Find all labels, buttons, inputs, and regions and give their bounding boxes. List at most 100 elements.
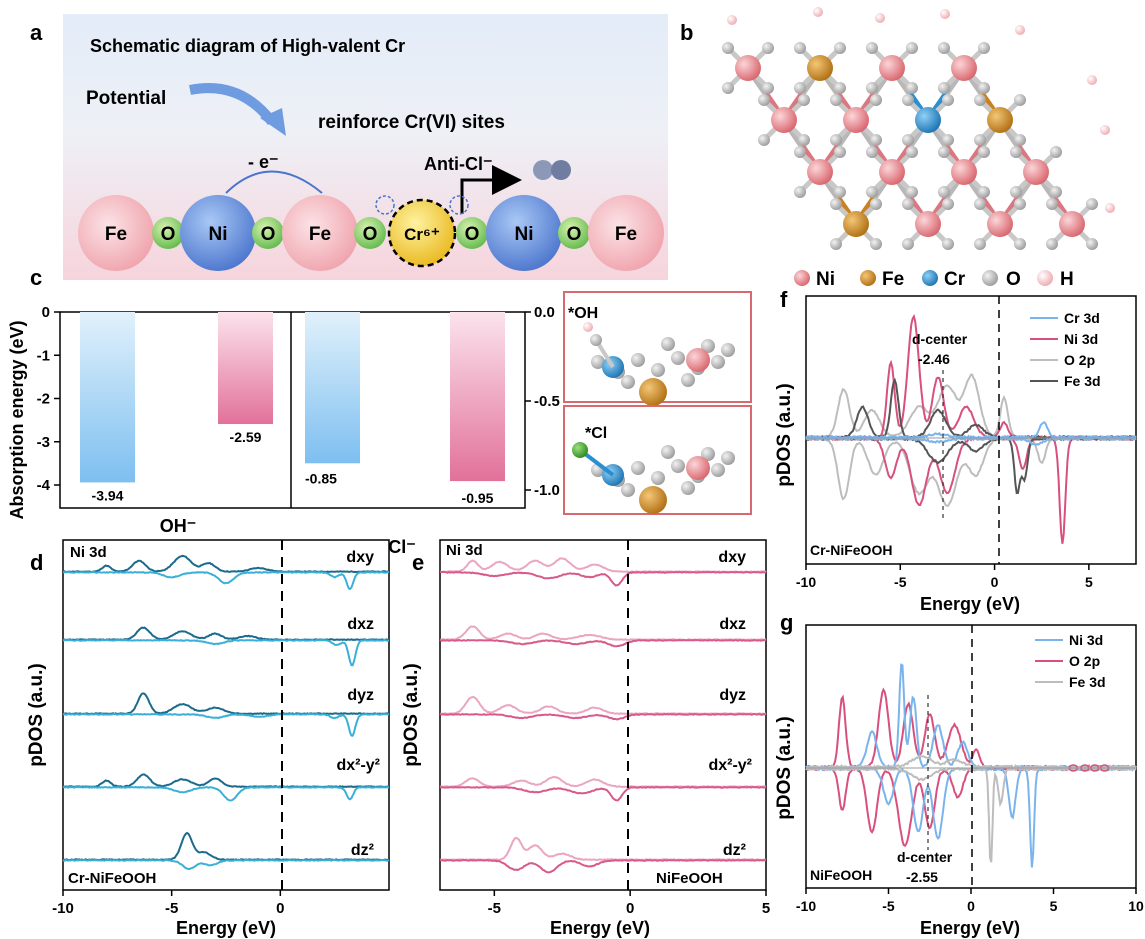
panel-g-dcenter-value: -2.55 <box>906 869 938 885</box>
panel-f-dcenter-value: -2.46 <box>918 351 950 367</box>
panel-g-ylabel: pDOS (a.u.) <box>774 716 795 819</box>
d-trace-up-1 <box>63 626 390 642</box>
d-trace-down-4 <box>62 858 390 870</box>
c-bar-cl-0 <box>305 312 360 464</box>
f-legend-label-0: Cr 3d <box>1064 310 1100 326</box>
crystal-ni-atom <box>807 159 833 185</box>
panel-e-xlabel: Energy (eV) <box>550 918 650 938</box>
electron-path <box>225 170 323 194</box>
crystal-ni-atom <box>951 159 977 185</box>
atom-o-3 <box>354 217 386 249</box>
crystal-o-atom <box>942 238 954 250</box>
g-xtick-label: -5 <box>882 898 895 914</box>
e-trace-up-4 <box>439 836 767 862</box>
panel-d-orb-0: dxy <box>346 549 374 566</box>
crystal-o-atom <box>758 134 770 146</box>
chain-label-8: Ni <box>515 224 534 245</box>
e-xtick-label: 5 <box>762 900 770 917</box>
panel-d-orb-4: dz² <box>351 842 374 859</box>
legend-o-ball <box>982 270 998 286</box>
crystal-fe-atom <box>843 211 869 237</box>
crystal-o-atom <box>870 94 882 106</box>
legend-ni: Ni <box>816 269 835 290</box>
crystal-o-atom <box>974 198 986 210</box>
anticl-label: Anti-Cl⁻ <box>424 154 492 174</box>
d-xtick-label: -10 <box>52 900 74 917</box>
panel-a-title: Schematic diagram of High-valent Cr <box>90 36 405 56</box>
legend-fe: Fe <box>882 269 904 290</box>
d-trace-up-4 <box>62 831 390 862</box>
panel-letter-g: g <box>780 610 793 635</box>
crystal-o-atom <box>722 82 734 94</box>
f-legend-label-2: O 2p <box>1064 352 1095 368</box>
panel-e-orb-4: dz² <box>723 842 746 859</box>
inset-o-atom <box>651 471 665 485</box>
panel-c-bars: -3.94 -2.59 -0.85 -0.95 <box>80 312 505 506</box>
inset-o-atom <box>681 481 695 495</box>
electron-label: - e⁻ <box>248 152 279 172</box>
crystal-o-atom <box>1014 198 1026 210</box>
panel-d-frame <box>62 539 390 891</box>
inset-o-atom <box>661 445 675 459</box>
d-trace-up-3 <box>62 773 389 789</box>
crystal-ni-atom <box>735 55 761 81</box>
crystal-o-atom <box>834 42 846 54</box>
e-trace-up-3 <box>439 775 767 789</box>
inset-fe-atom <box>639 486 667 514</box>
atom-fe-1 <box>78 195 154 271</box>
crystal-o-atom <box>1014 238 1026 250</box>
c-bar-oh-1 <box>218 312 273 425</box>
crystal-fe-atom <box>807 55 833 81</box>
legend-cr: Cr <box>944 269 966 290</box>
panel-f-legend: Cr 3d Ni 3d O 2p Fe 3d <box>1030 310 1101 389</box>
crystal-o-atom <box>978 186 990 198</box>
crystal-h-atom <box>1100 125 1110 135</box>
panel-e-ylabel: pDOS (a.u.) <box>401 663 422 766</box>
panel-d-sample: Cr-NiFeOOH <box>68 870 156 887</box>
panel-d: pDOS (a.u.) Ni 3d Cr-NiFeOOH dxy dxz dyz… <box>26 539 390 938</box>
crystal-o-atom <box>974 94 986 106</box>
crystal-o-atom <box>762 42 774 54</box>
crystal-o-atom <box>1086 198 1098 210</box>
d-trace-down-0 <box>62 570 390 591</box>
panel-e-orb-0: dxy <box>718 549 746 566</box>
crystal-o-atom <box>870 134 882 146</box>
panel-e: pDOS (a.u.) Ni 3d NiFeOOH dxy dxz dyz dx… <box>401 539 770 938</box>
panel-b: Ni Fe Cr O H <box>722 7 1115 290</box>
c-bar-cl-label-0: -0.85 <box>305 470 337 486</box>
c-left-tick-label: -3 <box>37 434 50 451</box>
crystal-ni-atom <box>879 55 905 81</box>
inset-o-atom <box>681 373 695 387</box>
crystal-o-atom <box>834 82 846 94</box>
crystal-o-atom <box>1010 186 1022 198</box>
panel-f-traces <box>805 313 1137 544</box>
chain-label-9: O <box>567 224 582 245</box>
anticl-arrow <box>460 165 522 214</box>
panel-c: Absorption energy (eV) 0 -1 -2 -3 -4 0.0 -0.5… <box>7 291 752 557</box>
crystal-fe-atom <box>987 107 1013 133</box>
chain-label-6: Cr⁶⁺ <box>404 225 440 244</box>
c-bar-cl-1 <box>450 312 505 482</box>
e-trace-up-2 <box>439 695 767 716</box>
panel-f-xlabel: Energy (eV) <box>920 594 1020 614</box>
inset-cl-label: *Cl <box>585 425 607 442</box>
potential-arrow-head <box>260 108 286 136</box>
f-xtick-label: 0 <box>991 574 999 590</box>
panel-c-ylabel: Absorption energy (eV) <box>7 320 27 519</box>
panel-g: pDOS (a.u.) d-center -2.55 NiFeOOH Ni 3d… <box>774 624 1144 938</box>
crystal-o-atom <box>978 146 990 158</box>
crystal-ni-atom <box>1059 211 1085 237</box>
panel-e-orb-2: dyz <box>719 687 746 704</box>
panel-c-header-oh: OH⁻ <box>160 516 197 536</box>
f-xtick-label: -5 <box>894 574 907 590</box>
inset-o-atom <box>701 339 715 353</box>
c-bar-oh-0 <box>80 312 135 483</box>
panel-d-xlabel: Energy (eV) <box>176 918 276 938</box>
atom-ni-2 <box>486 195 562 271</box>
f-legend-label-1: Ni 3d <box>1064 331 1098 347</box>
crystal-o-atom <box>794 186 806 198</box>
crystal-o-atom <box>942 198 954 210</box>
crystal-o-atom <box>1086 238 1098 250</box>
crystal-ni-atom <box>987 211 1013 237</box>
